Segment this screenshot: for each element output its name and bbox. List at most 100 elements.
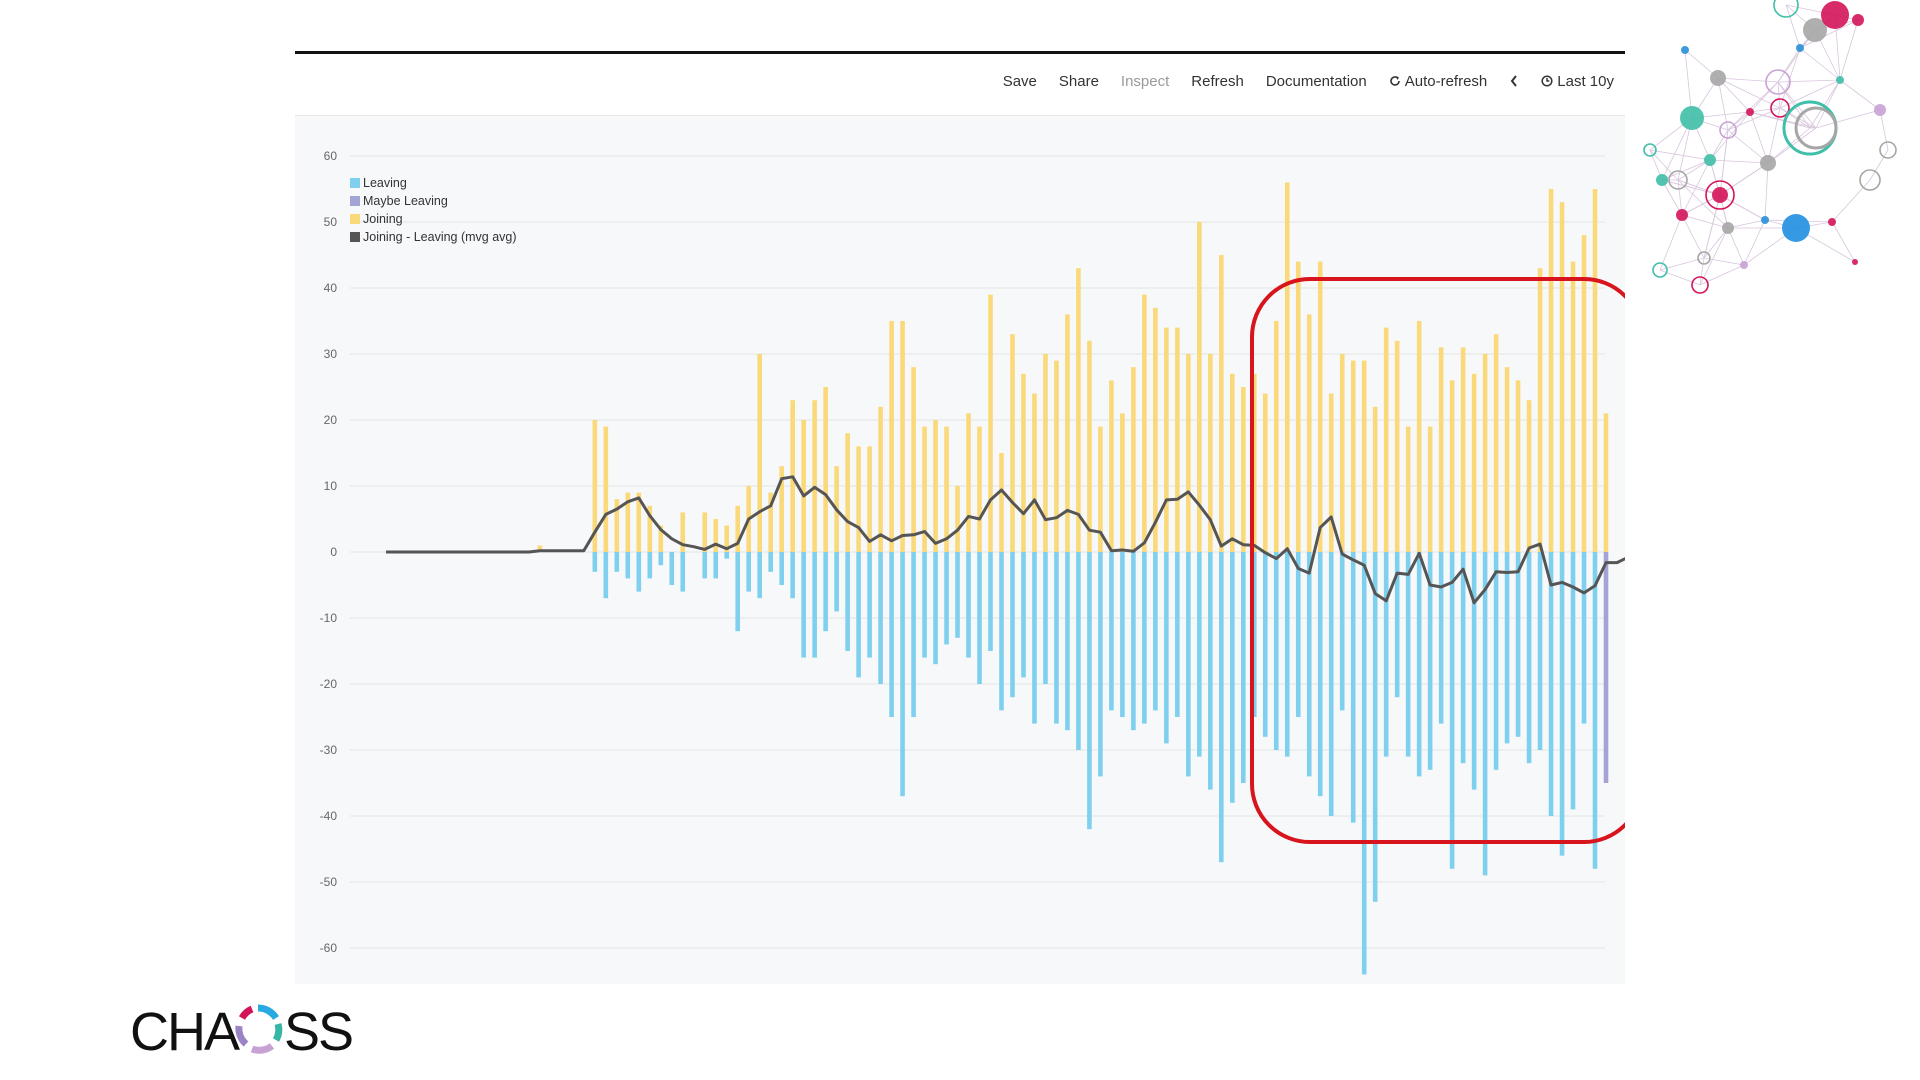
joining-bar (1449, 380, 1455, 552)
leaving-bar (658, 552, 664, 566)
joining-bar (1460, 347, 1466, 552)
joining-bar (1548, 189, 1554, 552)
network-node (1777, 47, 1801, 83)
network-node (1717, 77, 1779, 83)
joining-bar (1021, 373, 1026, 552)
joining-bar (1394, 340, 1400, 552)
joining-bar (1109, 380, 1114, 552)
network-node (1874, 104, 1886, 116)
auto-refresh-button[interactable]: Auto-refresh (1378, 73, 1499, 90)
network-node (1704, 154, 1716, 166)
network-node (1770, 98, 1790, 118)
leaving-bar (823, 552, 828, 632)
documentation-label: Documentation (1265, 72, 1367, 90)
leaving-bar (900, 552, 905, 797)
leaving-bar (1197, 552, 1202, 757)
joining-bar (1131, 367, 1136, 552)
joining-bar (1570, 261, 1576, 552)
legend-item[interactable]: Leaving (350, 174, 517, 192)
share-button[interactable]: Share (1048, 73, 1110, 90)
network-node (1659, 214, 1683, 271)
leaving-bar (702, 552, 708, 579)
network-node (1749, 111, 1817, 129)
clock-icon (1541, 75, 1553, 87)
network-node (1710, 70, 1726, 86)
network-node (1661, 179, 1683, 216)
leaving-bar (1383, 552, 1389, 757)
time-range-label: Last 10y (1557, 72, 1614, 90)
joining-bar (1592, 189, 1598, 552)
y-tick-label: 60 (324, 149, 338, 163)
refresh-button[interactable]: Refresh (1180, 73, 1255, 90)
network-node (1794, 106, 1838, 150)
network-node (1719, 194, 1766, 221)
legend-swatch (350, 214, 360, 224)
network-node (1777, 79, 1841, 83)
legend-item[interactable]: Joining - Leaving (mvg avg) (350, 228, 517, 246)
network-node (1705, 180, 1735, 210)
network-node (1703, 194, 1721, 259)
leaving-bar (614, 552, 620, 572)
joining-bar (1581, 235, 1587, 552)
joining-bar (1098, 426, 1103, 552)
network-node (1681, 214, 1705, 259)
decorative-network-graphic (1643, 0, 1897, 294)
joining-bar (1240, 387, 1246, 552)
network-node (1727, 111, 1751, 131)
leaving-bar (1471, 552, 1477, 790)
network-node (1777, 81, 1811, 129)
joining-bar (724, 525, 730, 552)
joining-bar (1273, 321, 1279, 552)
joining-bar (933, 420, 938, 552)
leaving-bar (1175, 552, 1180, 717)
network-node (1828, 218, 1836, 226)
leaving-bar (1372, 552, 1378, 902)
leaving-bar (1438, 552, 1444, 724)
leaving-bar (1405, 552, 1411, 757)
joining-bar (878, 406, 883, 552)
y-tick-label: 10 (324, 479, 338, 493)
joining-bar (713, 519, 719, 552)
documentation-button[interactable]: Documentation (1255, 73, 1378, 90)
leaving-bar (790, 552, 795, 599)
leaving-bar (878, 552, 883, 684)
leaving-bar (1306, 552, 1312, 777)
leaving-bar (1087, 552, 1092, 830)
network-node (1796, 44, 1804, 52)
network-node (1799, 47, 1841, 81)
joining-bar (988, 294, 993, 552)
share-label: Share (1058, 72, 1099, 90)
joining-bar (757, 354, 762, 552)
joining-bar (1603, 413, 1609, 552)
joining-bar (1372, 406, 1378, 552)
network-node (1765, 69, 1791, 95)
network-node (1656, 174, 1668, 186)
time-range-picker[interactable]: Last 10y (1530, 73, 1625, 90)
legend-item[interactable]: Joining (350, 210, 517, 228)
leaving-bar (988, 552, 993, 651)
leaving-bar (592, 552, 598, 572)
leaving-bar (1526, 552, 1532, 764)
y-tick-label: 40 (324, 281, 338, 295)
leaving-bar (1515, 552, 1521, 737)
legend-label: Maybe Leaving (363, 194, 448, 208)
logo-text-right: SS (284, 1002, 352, 1060)
save-button[interactable]: Save (992, 73, 1048, 90)
network-node (1691, 276, 1709, 294)
maybe-leaving-bar (1603, 552, 1609, 783)
previous-range-button[interactable] (1498, 74, 1530, 88)
joining-bar (1416, 321, 1422, 552)
network-node (1643, 143, 1657, 157)
legend-item[interactable]: Maybe Leaving (350, 192, 517, 210)
leaving-bar (1032, 552, 1037, 724)
network-node (1722, 222, 1734, 234)
leaving-bar (1208, 552, 1213, 790)
legend-swatch (350, 232, 360, 242)
network-node (1809, 79, 1841, 129)
network-node (1719, 162, 1769, 196)
leaving-bar (867, 552, 872, 658)
leaving-bar (845, 552, 850, 651)
inspect-button[interactable]: Inspect (1110, 73, 1180, 90)
network-node (1773, 0, 1799, 18)
network-node (1652, 262, 1668, 278)
